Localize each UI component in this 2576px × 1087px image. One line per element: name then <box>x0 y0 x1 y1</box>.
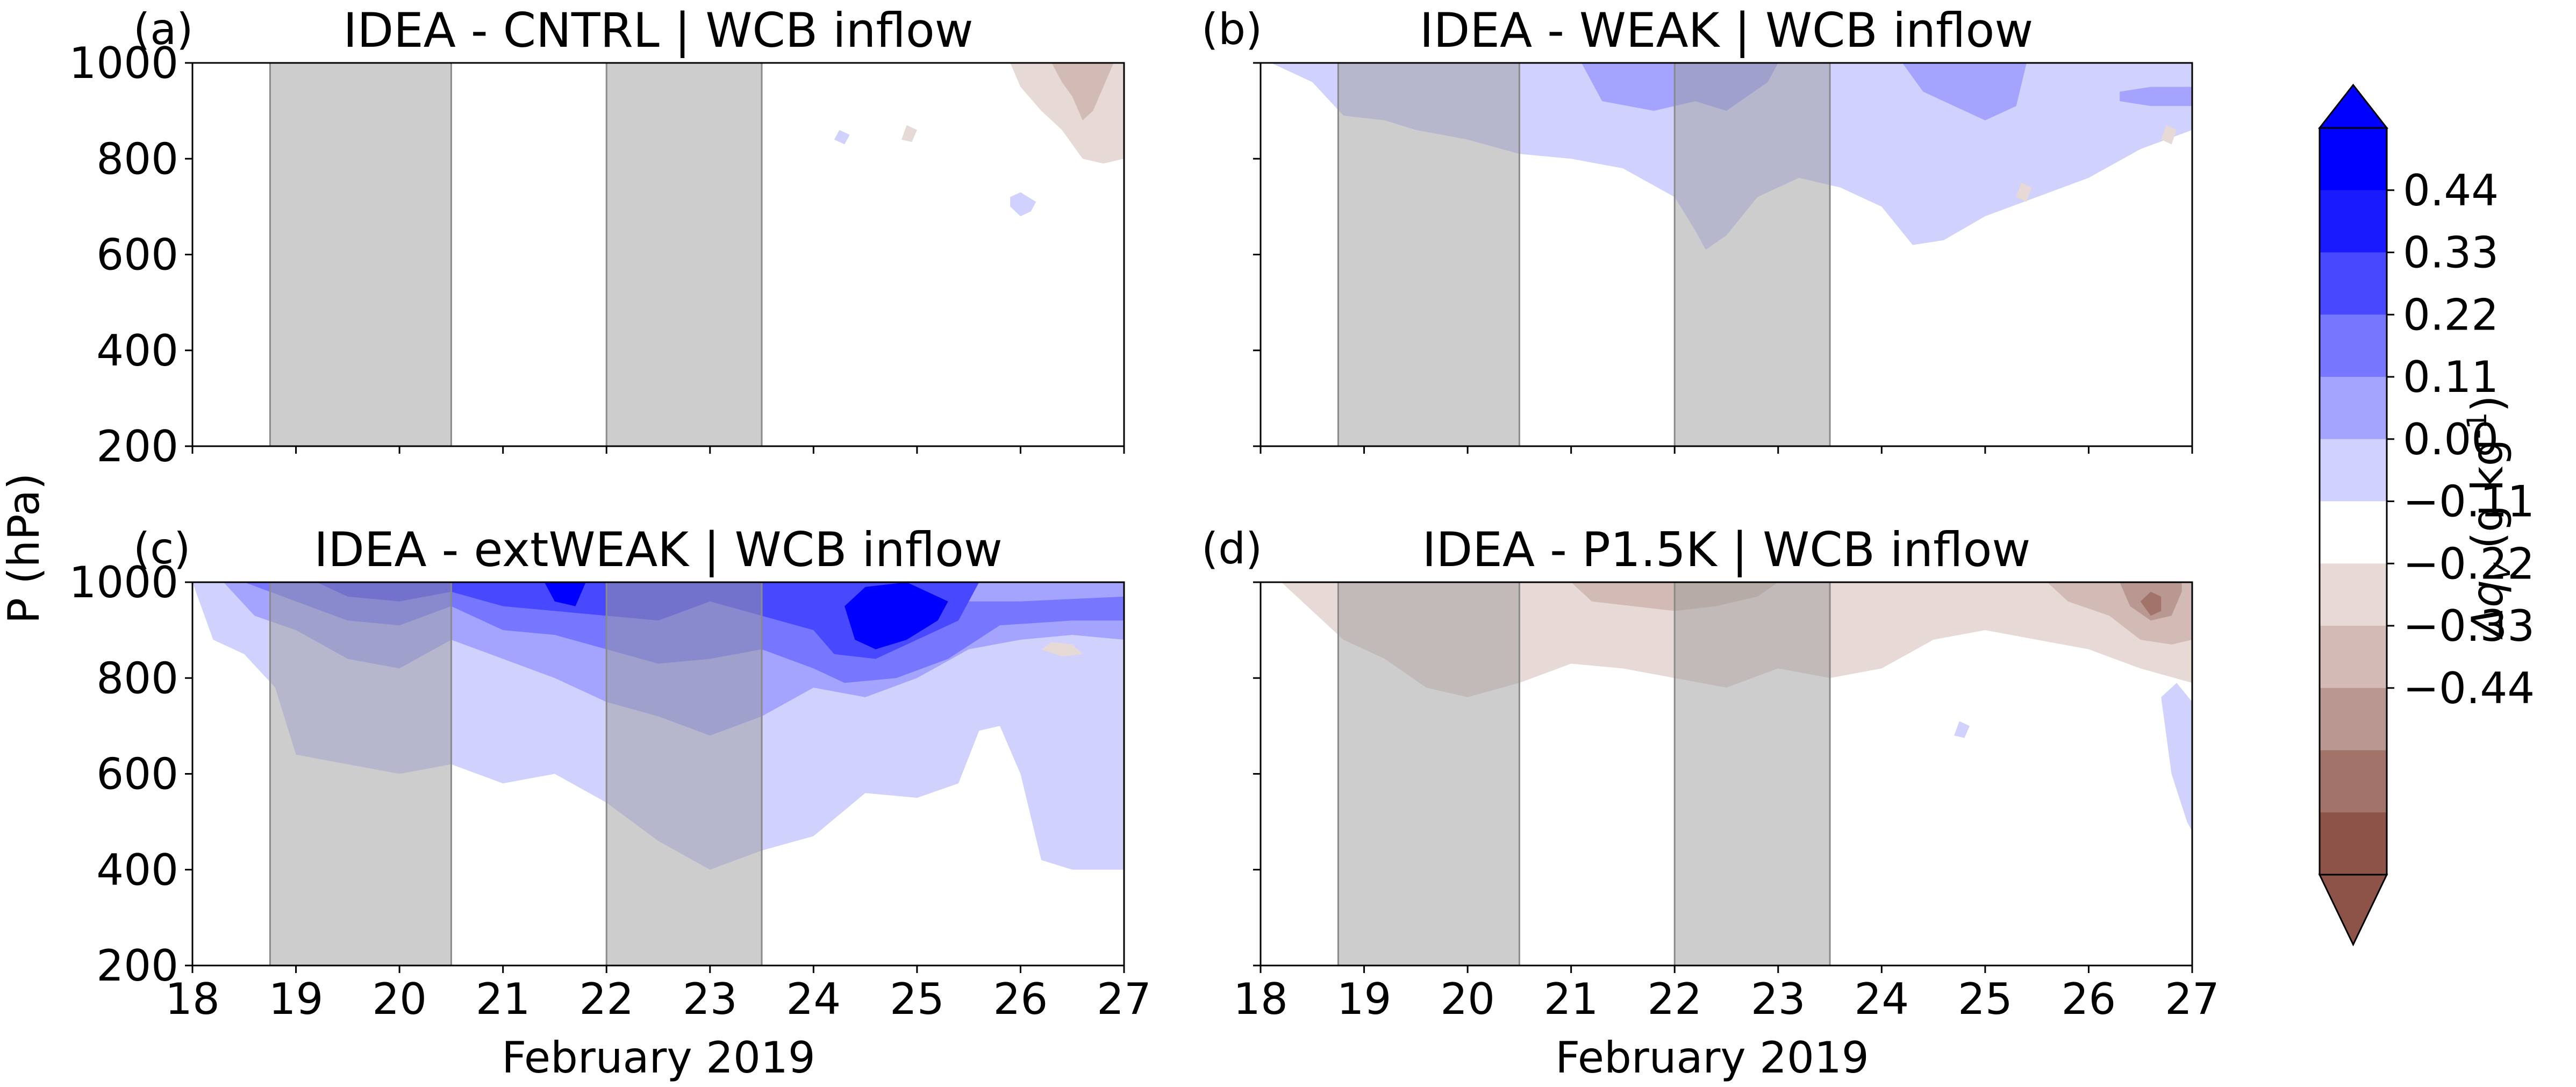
shaded-period-1 <box>1337 63 1520 446</box>
panel-d: IDEA - P1.5K | WCB inflow (d) 18 19 20 21 22 23… <box>1201 522 2220 1024</box>
x-tick-label: 22 <box>1647 974 1702 1024</box>
colorbar-segment <box>2320 750 2387 813</box>
x-tick-label: 25 <box>890 974 944 1024</box>
contour-fill-neg0p11 <box>2161 125 2177 145</box>
y-tick-label: 800 <box>96 653 178 703</box>
shaded-period-2 <box>605 63 763 446</box>
x-tick-label: 19 <box>1337 974 1392 1024</box>
y-tick-label: 800 <box>96 134 178 184</box>
colorbar-segment <box>2320 688 2387 750</box>
x-tick-label: 19 <box>269 974 324 1024</box>
contour-fill-0p11 <box>1954 721 1970 738</box>
panel-letter: (b) <box>1201 4 1262 54</box>
shaded-period-2 <box>1673 582 1831 966</box>
x-axis-label-right: February 2019 <box>1555 1033 1869 1083</box>
colorbar-tick-label: 0.00 <box>2403 414 2499 464</box>
colorbar-segment <box>2320 501 2387 564</box>
panel-title: IDEA - CNTRL | WCB inflow <box>343 3 973 59</box>
colorbar-tick-label: −0.33 <box>2403 601 2535 651</box>
colorbar-tick-label: −0.11 <box>2403 477 2535 527</box>
colorbar-extend-bottom <box>2318 874 2388 947</box>
colorbar-tick-label: −0.22 <box>2403 539 2535 589</box>
y-tick-label: 400 <box>96 845 178 895</box>
x-tick-label: 26 <box>2062 974 2116 1024</box>
x-tick-label: 21 <box>476 974 531 1024</box>
contour-fill-0p55 <box>544 582 586 606</box>
colorbar-segment <box>2320 190 2387 253</box>
colorbar-extend-top <box>2317 83 2389 129</box>
colorbar-segment <box>2320 626 2387 689</box>
x-axis-label-left: February 2019 <box>502 1033 815 1083</box>
x-tick-label: 24 <box>786 974 841 1024</box>
shaded-period-1 <box>269 582 452 966</box>
x-tick-label: 20 <box>372 974 427 1024</box>
y-axis-label: P (hPa) <box>0 473 49 624</box>
x-tick-label: 18 <box>165 974 220 1024</box>
colorbar-tick-label: 0.44 <box>2403 166 2499 216</box>
plot-area <box>1281 582 2192 966</box>
colorbar-segment <box>2320 377 2387 440</box>
plot-area <box>1271 63 2192 446</box>
colorbar-tick-label: 0.11 <box>2403 352 2499 402</box>
x-tick-label: 26 <box>993 974 1048 1024</box>
y-tick-label: 600 <box>96 749 178 799</box>
y-tick-label: 200 <box>96 941 178 991</box>
contour-fill-neg0p11 <box>1041 642 1083 657</box>
x-tick-label: 20 <box>1440 974 1495 1024</box>
x-tick-label: 18 <box>1233 974 1288 1024</box>
shaded-period-1 <box>1337 582 1520 966</box>
colorbar-segment <box>2320 812 2387 875</box>
panel-title: IDEA - P1.5K | WCB inflow <box>1422 522 2031 578</box>
panel-letter: (a) <box>133 4 193 54</box>
shaded-period-2 <box>1673 63 1831 446</box>
x-tick-label: 22 <box>579 974 634 1024</box>
contour-fill-0p11 <box>834 130 850 145</box>
plot-area <box>269 63 1124 446</box>
y-tick-label: 600 <box>96 230 178 280</box>
contour-fill-0p44 <box>317 582 979 659</box>
panel-letter: (d) <box>1201 524 1262 574</box>
y-tick-label: 1000 <box>69 38 178 88</box>
x-tick-label: 27 <box>1097 974 1151 1024</box>
contour-fill-0p22 <box>2120 87 2192 106</box>
contour-fill-neg0p11 <box>901 125 917 142</box>
colorbar-segment <box>2320 252 2387 315</box>
shaded-period-1 <box>269 63 452 446</box>
y-tick-label: 1000 <box>69 557 178 607</box>
panel-c: IDEA - extWEAK | WCB inflow (c) 200 400 600 8… <box>69 522 1151 1024</box>
shaded-period-2 <box>605 582 763 966</box>
colorbar-segment <box>2320 128 2387 191</box>
panel-b: IDEA - WEAK | WCB inflow (b) <box>1201 3 2193 454</box>
contour-fill-neg0p22 <box>1051 63 1114 120</box>
colorbar-segment <box>2320 439 2387 502</box>
x-tick-label: 25 <box>1958 974 2013 1024</box>
colorbar-tick-label: 0.33 <box>2403 228 2499 278</box>
contour-fill-neg0p11 <box>2016 182 2032 202</box>
x-tick-label: 23 <box>683 974 738 1024</box>
x-tick-label: 21 <box>1544 974 1599 1024</box>
plot-area <box>192 582 1124 966</box>
colorbar-tick-label: 0.22 <box>2403 290 2499 340</box>
x-tick-label: 23 <box>1751 974 1806 1024</box>
colorbar-segment <box>2320 563 2387 626</box>
x-tick-label: 27 <box>2165 974 2220 1024</box>
panel-letter: (c) <box>133 524 190 574</box>
y-tick-label: 400 <box>96 326 178 376</box>
colorbar-segment <box>2320 314 2387 377</box>
panel-a: IDEA - CNTRL | WCB inflow (a) 200 400 600 800… <box>69 3 1125 471</box>
panels: IDEA - CNTRL | WCB inflow (a) 200 400 600 800… <box>69 3 2219 1024</box>
contour-fill-0p22 <box>1902 63 2027 120</box>
contour-fill-0p55 <box>845 582 948 649</box>
contour-fill-0p11 <box>1010 192 1036 217</box>
colorbar: 0.44 0.33 0.22 0.11 0.00 −0.11 −0.22 −0.33 −0.44 <box>2317 83 2535 947</box>
panel-title: IDEA - WEAK | WCB inflow <box>1420 3 2034 59</box>
colorbar-label: Δqv (g kg-1) <box>2461 395 2517 640</box>
colorbar-tick-label: −0.44 <box>2403 663 2535 713</box>
y-tick-label: 200 <box>96 421 178 471</box>
panel-title: IDEA - extWEAK | WCB inflow <box>314 522 1003 578</box>
x-tick-label: 24 <box>1854 974 1909 1024</box>
contour-fill-neg0p44 <box>2140 591 2162 616</box>
contour-fill-0p11 <box>2161 683 2192 832</box>
